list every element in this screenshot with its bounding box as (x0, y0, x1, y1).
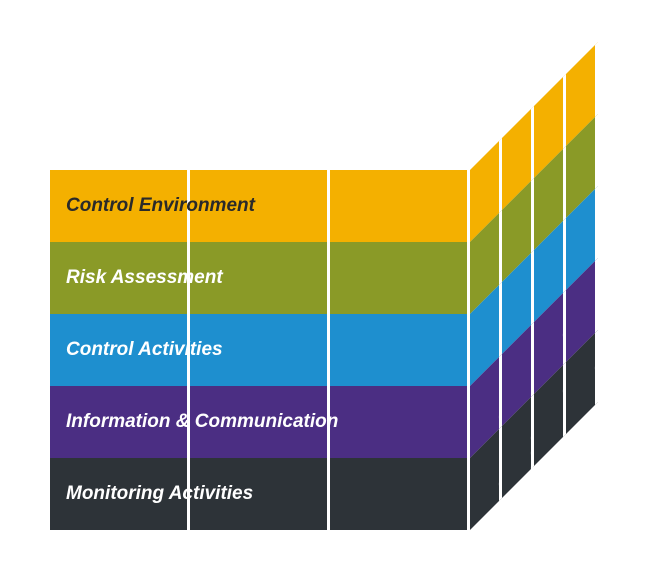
front-cell (50, 314, 190, 386)
front-cell (330, 458, 470, 530)
front-cell (330, 242, 470, 314)
front-row: Monitoring Activities (50, 458, 470, 530)
front-cell (190, 170, 330, 242)
front-cell (330, 314, 470, 386)
front-cell (50, 242, 190, 314)
front-row: Control Environment (50, 170, 470, 242)
front-cell (50, 458, 190, 530)
front-row: Risk Assessment (50, 242, 470, 314)
front-cell (190, 386, 330, 458)
front-cell (330, 386, 470, 458)
front-row: Control Activities (50, 314, 470, 386)
cube-front-face: Control EnvironmentRisk AssessmentContro… (50, 170, 470, 530)
front-cell (190, 314, 330, 386)
front-cell (330, 170, 470, 242)
front-cell (50, 386, 190, 458)
front-cell (190, 242, 330, 314)
front-cell (190, 458, 330, 530)
front-cell (50, 170, 190, 242)
front-row: Information & Communication (50, 386, 470, 458)
